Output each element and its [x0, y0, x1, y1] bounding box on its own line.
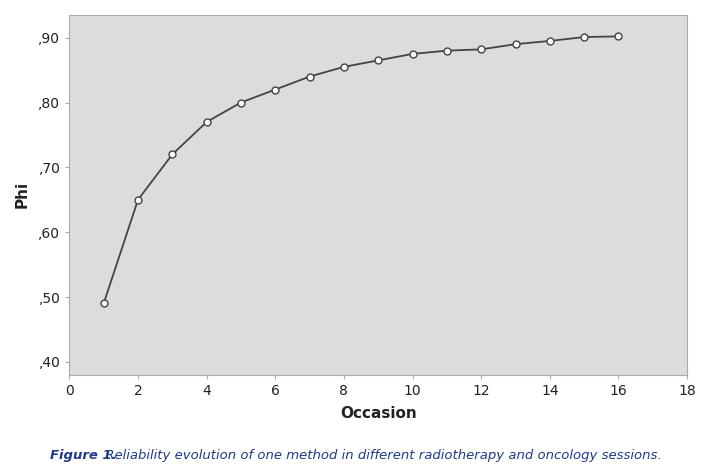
X-axis label: Occasion: Occasion	[340, 406, 417, 421]
Text: Reliability evolution of one method in different radiotherapy and oncology sessi: Reliability evolution of one method in d…	[101, 449, 662, 462]
Y-axis label: Phi: Phi	[15, 182, 30, 208]
Text: Figure 1.: Figure 1.	[50, 449, 117, 462]
